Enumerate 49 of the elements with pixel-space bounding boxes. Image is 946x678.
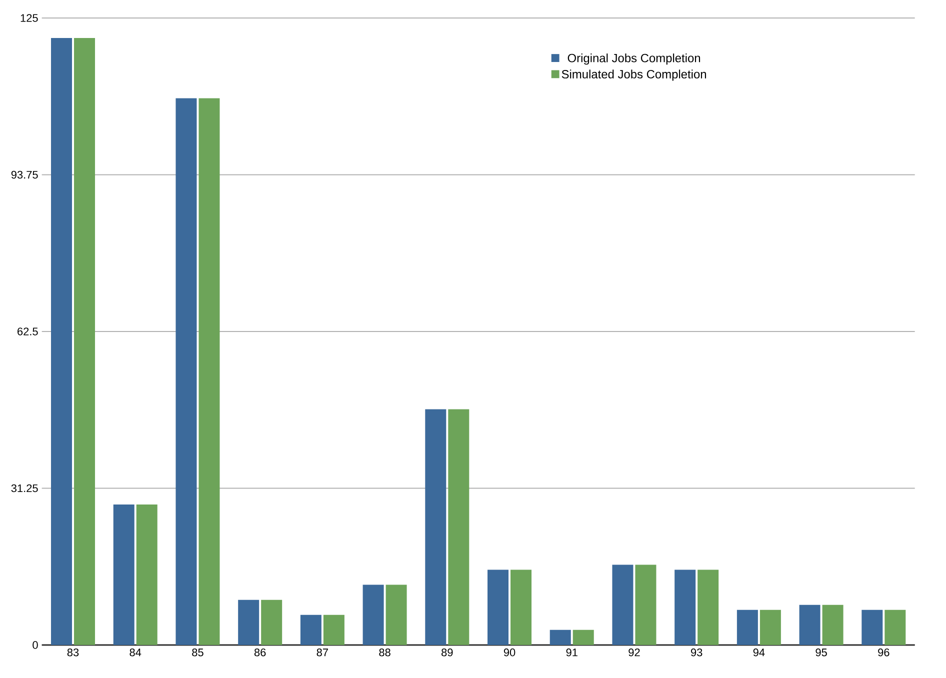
bar <box>300 614 322 645</box>
legend-label: Original Jobs Completion <box>568 54 700 65</box>
bar <box>362 584 384 645</box>
bar <box>698 570 719 645</box>
x-tick-label: 92 <box>628 648 640 656</box>
bar <box>736 610 758 645</box>
bar <box>572 630 594 645</box>
bar <box>113 504 134 645</box>
x-tick-label: 93 <box>691 648 702 656</box>
bar <box>323 614 344 645</box>
bar <box>425 409 446 645</box>
x-tick-label: 88 <box>379 648 390 656</box>
x-tick-label: 86 <box>254 648 266 656</box>
bar <box>176 98 197 645</box>
bar <box>74 38 96 645</box>
x-tick-label: 94 <box>753 648 765 656</box>
bar <box>884 610 906 645</box>
bar <box>612 564 634 645</box>
bar <box>136 504 158 645</box>
x-tick-label: 84 <box>130 648 142 656</box>
bar <box>510 570 532 645</box>
x-tick-label: 96 <box>878 648 890 656</box>
bar <box>386 584 407 645</box>
y-tick-label: 31.25 <box>11 484 38 492</box>
x-tick-label: 91 <box>566 648 578 656</box>
y-tick-label: 62.5 <box>18 328 38 336</box>
bar <box>822 604 844 645</box>
bar <box>674 570 696 645</box>
bar <box>488 570 509 645</box>
x-tick-label: 83 <box>67 648 79 656</box>
y-tick-label: 93.75 <box>11 170 38 179</box>
x-tick-label: 95 <box>816 648 827 656</box>
bar <box>238 600 260 645</box>
x-tick-label: 89 <box>442 648 453 656</box>
y-tick-label: 125 <box>20 14 38 22</box>
bar <box>261 600 282 645</box>
bar <box>760 610 781 645</box>
legend-label: Simulated Jobs Completion <box>562 70 706 81</box>
bar <box>198 98 220 645</box>
y-tick-label: 0 <box>32 641 38 649</box>
bar <box>799 604 820 645</box>
x-tick-label: 90 <box>504 648 516 656</box>
bar <box>862 610 883 645</box>
x-tick-label: 85 <box>192 648 204 656</box>
bar <box>550 630 571 645</box>
bar <box>448 409 470 645</box>
x-tick-label: 87 <box>316 648 328 656</box>
bar <box>635 564 656 645</box>
bar <box>51 38 72 645</box>
